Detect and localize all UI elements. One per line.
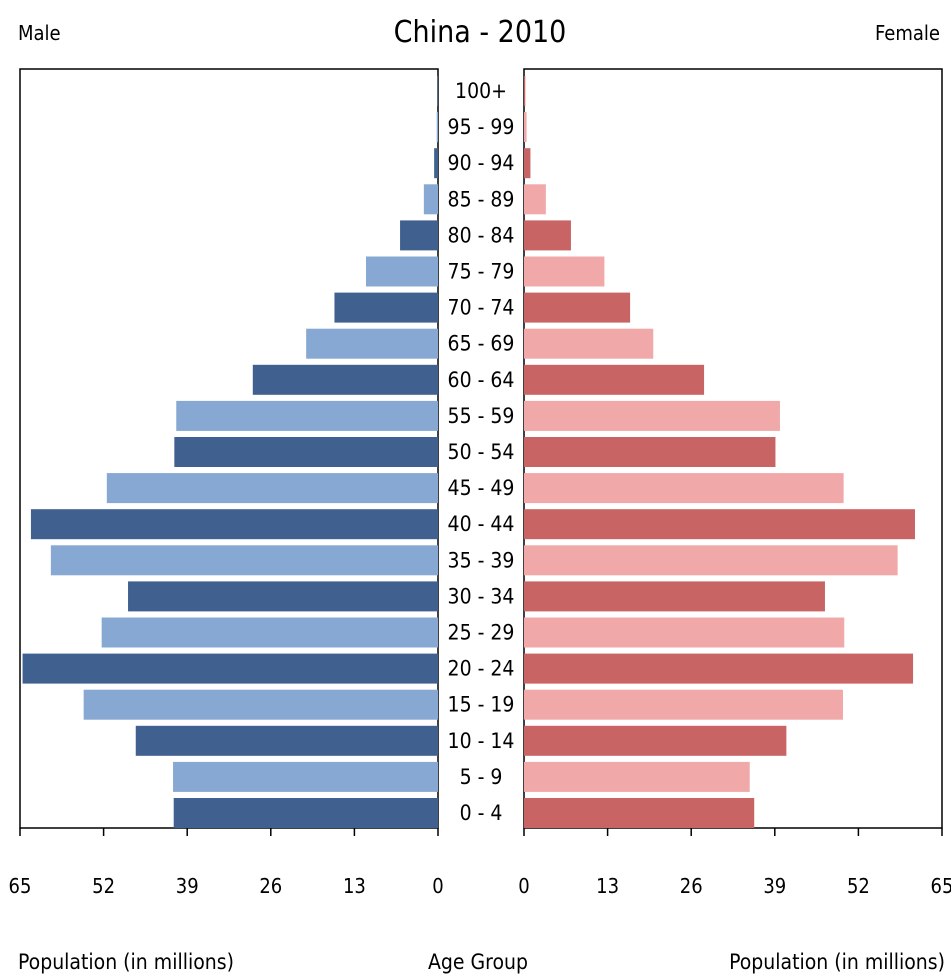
age-group-label: 95 - 99 — [448, 115, 515, 139]
age-group-label: 60 - 64 — [448, 368, 515, 392]
male-bar — [101, 617, 438, 648]
female-bar — [524, 148, 531, 179]
male-bar — [436, 112, 438, 143]
female-bar — [524, 581, 825, 612]
female-bar — [524, 112, 527, 143]
age-group-label: 20 - 24 — [448, 657, 515, 681]
male-bar — [106, 473, 439, 504]
age-group-label: 80 - 84 — [448, 223, 515, 247]
age-group-label: 90 - 94 — [448, 151, 515, 175]
female-bar — [524, 328, 654, 359]
age-group-label: 65 - 69 — [448, 332, 515, 356]
chart-title: China - 2010 — [394, 15, 567, 50]
age-group-label: 5 - 9 — [460, 765, 503, 789]
male-bar — [434, 148, 438, 179]
female-bar — [524, 76, 526, 106]
x-tick-right-label: 0 — [518, 874, 529, 898]
female-bar — [524, 761, 750, 792]
male-bar — [334, 292, 438, 323]
male-bar — [400, 220, 438, 251]
male-bar — [437, 76, 438, 106]
x-tick-right-label: 39 — [763, 874, 786, 898]
age-group-label: 50 - 54 — [448, 440, 515, 464]
female-bar — [524, 184, 546, 215]
male-bar — [252, 364, 438, 395]
x-tick-left-label: 52 — [92, 874, 115, 898]
female-bar — [524, 798, 755, 828]
x-tick-left-label: 39 — [176, 874, 199, 898]
age-group-label: 55 - 59 — [448, 404, 515, 428]
male-bar — [50, 545, 439, 576]
female-bars — [524, 76, 915, 828]
female-bar — [524, 400, 780, 431]
female-bar — [524, 473, 844, 504]
female-bar — [524, 256, 605, 287]
male-bars — [22, 76, 439, 828]
x-tick-left-label: 13 — [343, 874, 366, 898]
age-group-label: 70 - 74 — [448, 296, 515, 320]
male-bar — [128, 581, 438, 612]
female-bar — [524, 689, 843, 720]
male-bar — [176, 400, 438, 431]
x-axis-label-left: Population (in millions) — [18, 950, 234, 974]
female-label: Female — [875, 21, 940, 45]
male-bar — [365, 256, 438, 287]
x-tick-left-label: 65 — [9, 874, 32, 898]
age-group-label: 0 - 4 — [460, 801, 503, 825]
x-axis-ticks: 0 0 13 13 26 26 39 39 52 52 65 65 — [9, 828, 951, 898]
male-bar — [135, 725, 438, 756]
age-group-label: 15 - 19 — [448, 693, 515, 717]
female-bar — [524, 509, 915, 540]
female-bar — [524, 292, 631, 323]
male-bar — [30, 509, 438, 540]
female-bar — [524, 437, 776, 467]
female-bar — [524, 220, 571, 251]
female-bar — [524, 364, 705, 395]
x-tick-left-label: 26 — [259, 874, 282, 898]
age-group-label: 85 - 89 — [448, 187, 515, 211]
x-axis-label-right: Population (in millions) — [729, 950, 945, 974]
x-tick-right-label: 52 — [847, 874, 870, 898]
male-bar — [83, 689, 438, 720]
x-tick-right-label: 65 — [931, 874, 951, 898]
age-group-label: 25 - 29 — [448, 621, 515, 645]
x-tick-right-label: 26 — [680, 874, 703, 898]
age-group-label: 45 - 49 — [448, 476, 515, 500]
age-group-labels: 100+ 95 - 99 90 - 94 85 - 89 80 - 84 75 - 79 7… — [448, 79, 515, 825]
male-bar — [423, 184, 438, 215]
female-bar — [524, 725, 787, 756]
age-group-label: 100+ — [455, 79, 507, 103]
female-bar — [524, 617, 845, 648]
x-axis-label-center: Age Group — [428, 950, 528, 974]
female-bar — [524, 653, 914, 684]
male-bar — [22, 653, 439, 684]
male-bar — [173, 761, 438, 792]
male-bar — [173, 798, 439, 828]
male-bar — [174, 437, 439, 467]
x-tick-right-label: 13 — [596, 874, 619, 898]
age-group-label: 30 - 34 — [448, 584, 515, 608]
age-group-label: 35 - 39 — [448, 548, 515, 572]
age-group-label: 40 - 44 — [448, 512, 515, 536]
age-group-label: 10 - 14 — [448, 729, 515, 753]
age-group-label: 75 - 79 — [448, 260, 515, 284]
female-bar — [524, 545, 898, 576]
male-bar — [306, 328, 438, 359]
x-tick-left-label: 0 — [432, 874, 443, 898]
male-label: Male — [18, 21, 61, 45]
